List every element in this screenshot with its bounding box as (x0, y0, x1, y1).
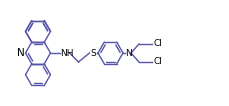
Text: NH: NH (60, 49, 74, 57)
Text: N: N (17, 48, 25, 58)
Text: Cl: Cl (153, 40, 162, 49)
Text: Cl: Cl (153, 57, 162, 66)
Text: N: N (125, 49, 132, 57)
Text: S: S (90, 49, 96, 57)
